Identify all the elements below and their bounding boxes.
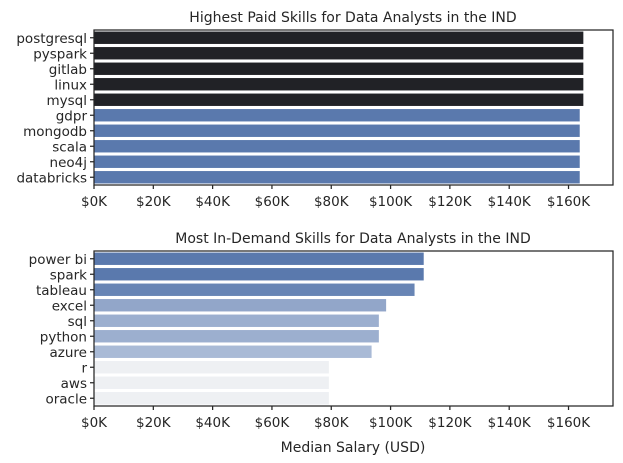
- bar-oracle: [94, 392, 329, 405]
- x-tick-label: $160K: [547, 415, 591, 431]
- highest-paid-panel: Highest Paid Skills for Data Analysts in…: [16, 10, 614, 210]
- x-tick-label: $160K: [547, 194, 591, 210]
- y-tick-label: linux: [54, 77, 87, 93]
- y-tick-label: azure: [50, 345, 87, 361]
- y-tick-label: postgresql: [16, 31, 87, 47]
- x-tick-label: $140K: [488, 194, 532, 210]
- y-tick-label: spark: [50, 267, 87, 283]
- x-tick-label: $20K: [136, 194, 172, 210]
- bar-postgresql: [94, 31, 584, 44]
- y-tick-labels: power bisparktableauexcelsqlpythonazurer…: [29, 252, 94, 407]
- bar-python: [94, 330, 379, 343]
- bar-spark: [94, 268, 424, 281]
- x-tick-labels: $0K $20K $40K $60K $80K $100K $120K $140K $160K: [81, 185, 591, 210]
- y-tick-label: mongodb: [23, 124, 87, 140]
- x-tick-label: $40K: [195, 415, 231, 431]
- x-tick-label: $100K: [369, 415, 413, 431]
- y-tick-label: sql: [68, 314, 87, 330]
- y-tick-label: oracle: [45, 391, 87, 407]
- y-tick-label: tableau: [36, 283, 87, 299]
- y-tick-label: neo4j: [50, 155, 87, 171]
- y-tick-label: gdpr: [56, 108, 88, 124]
- bar-scala: [94, 140, 580, 153]
- x-tick-label: $80K: [314, 415, 350, 431]
- bar-linux: [94, 78, 584, 91]
- chart-title: Most In-Demand Skills for Data Analysts …: [175, 231, 531, 247]
- x-tick-label: $0K: [81, 194, 108, 210]
- bar-excel: [94, 299, 387, 312]
- bar-neo4j: [94, 155, 580, 168]
- most-in-demand-panel: Most In-Demand Skills for Data Analysts …: [29, 231, 614, 456]
- x-tick-label: $40K: [195, 194, 231, 210]
- x-axis-label: Median Salary (USD): [281, 440, 426, 456]
- x-tick-label: $80K: [314, 194, 350, 210]
- y-tick-label: power bi: [29, 252, 87, 268]
- bar-gitlab: [94, 62, 584, 75]
- bar-r: [94, 361, 329, 374]
- bar-power-bi: [94, 252, 424, 265]
- bar-group: [94, 252, 424, 405]
- bar-gdpr: [94, 109, 580, 122]
- y-tick-label: mysql: [47, 93, 88, 109]
- bar-group: [94, 31, 584, 184]
- bar-pyspark: [94, 47, 584, 60]
- x-tick-label: $100K: [369, 194, 413, 210]
- y-tick-label: python: [40, 329, 87, 345]
- bar-aws: [94, 376, 329, 389]
- y-tick-label: r: [81, 360, 87, 376]
- x-tick-label: $120K: [428, 415, 472, 431]
- bar-azure: [94, 345, 372, 358]
- y-tick-label: databricks: [16, 170, 87, 186]
- x-tick-label: $20K: [136, 415, 172, 431]
- y-tick-label: scala: [52, 139, 87, 155]
- bar-mysql: [94, 93, 584, 106]
- plot-frame: [93, 29, 614, 186]
- x-tick-labels: $0K $20K $40K $60K $80K $100K $120K $140K $160K: [81, 406, 591, 431]
- x-tick-label: $120K: [428, 194, 472, 210]
- y-tick-label: aws: [61, 376, 87, 392]
- chart-title: Highest Paid Skills for Data Analysts in…: [189, 10, 516, 26]
- x-tick-label: $60K: [255, 415, 291, 431]
- bar-tableau: [94, 283, 415, 296]
- bar-databricks: [94, 171, 580, 184]
- x-tick-label: $140K: [488, 415, 532, 431]
- y-tick-label: excel: [52, 298, 87, 314]
- y-tick-labels: postgresqlpysparkgitlablinuxmysqlgdprmon…: [16, 31, 94, 186]
- y-tick-label: gitlab: [49, 62, 87, 78]
- plot-frame: [93, 250, 614, 407]
- bar-mongodb: [94, 124, 580, 137]
- x-tick-label: $60K: [255, 194, 291, 210]
- x-tick-label: $0K: [81, 415, 108, 431]
- y-tick-label: pyspark: [33, 46, 87, 62]
- bar-sql: [94, 314, 379, 327]
